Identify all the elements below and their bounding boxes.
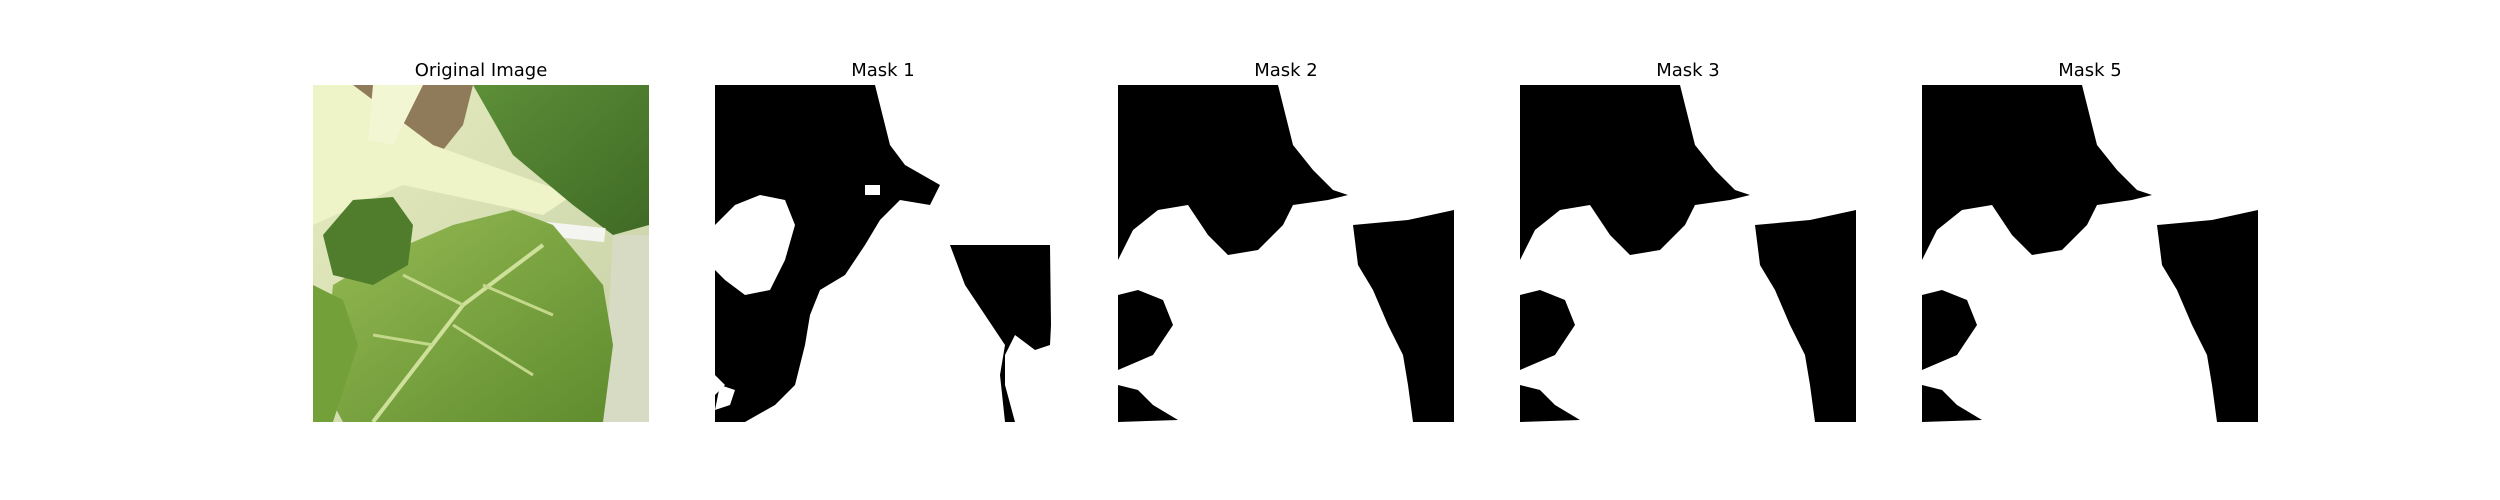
panel-title: Mask 2 (1254, 60, 1318, 81)
mask-2-image (1118, 85, 1454, 422)
mask-5-image (1922, 85, 2258, 422)
panel-title: Mask 1 (851, 60, 915, 81)
mask-1-image (715, 85, 1051, 422)
panel-title: Mask 5 (2058, 60, 2122, 81)
original-leaf-photo (313, 85, 649, 422)
panel-title: Mask 3 (1656, 60, 1720, 81)
mask-3-image (1520, 85, 1856, 422)
panel-title: Original Image (414, 60, 548, 81)
